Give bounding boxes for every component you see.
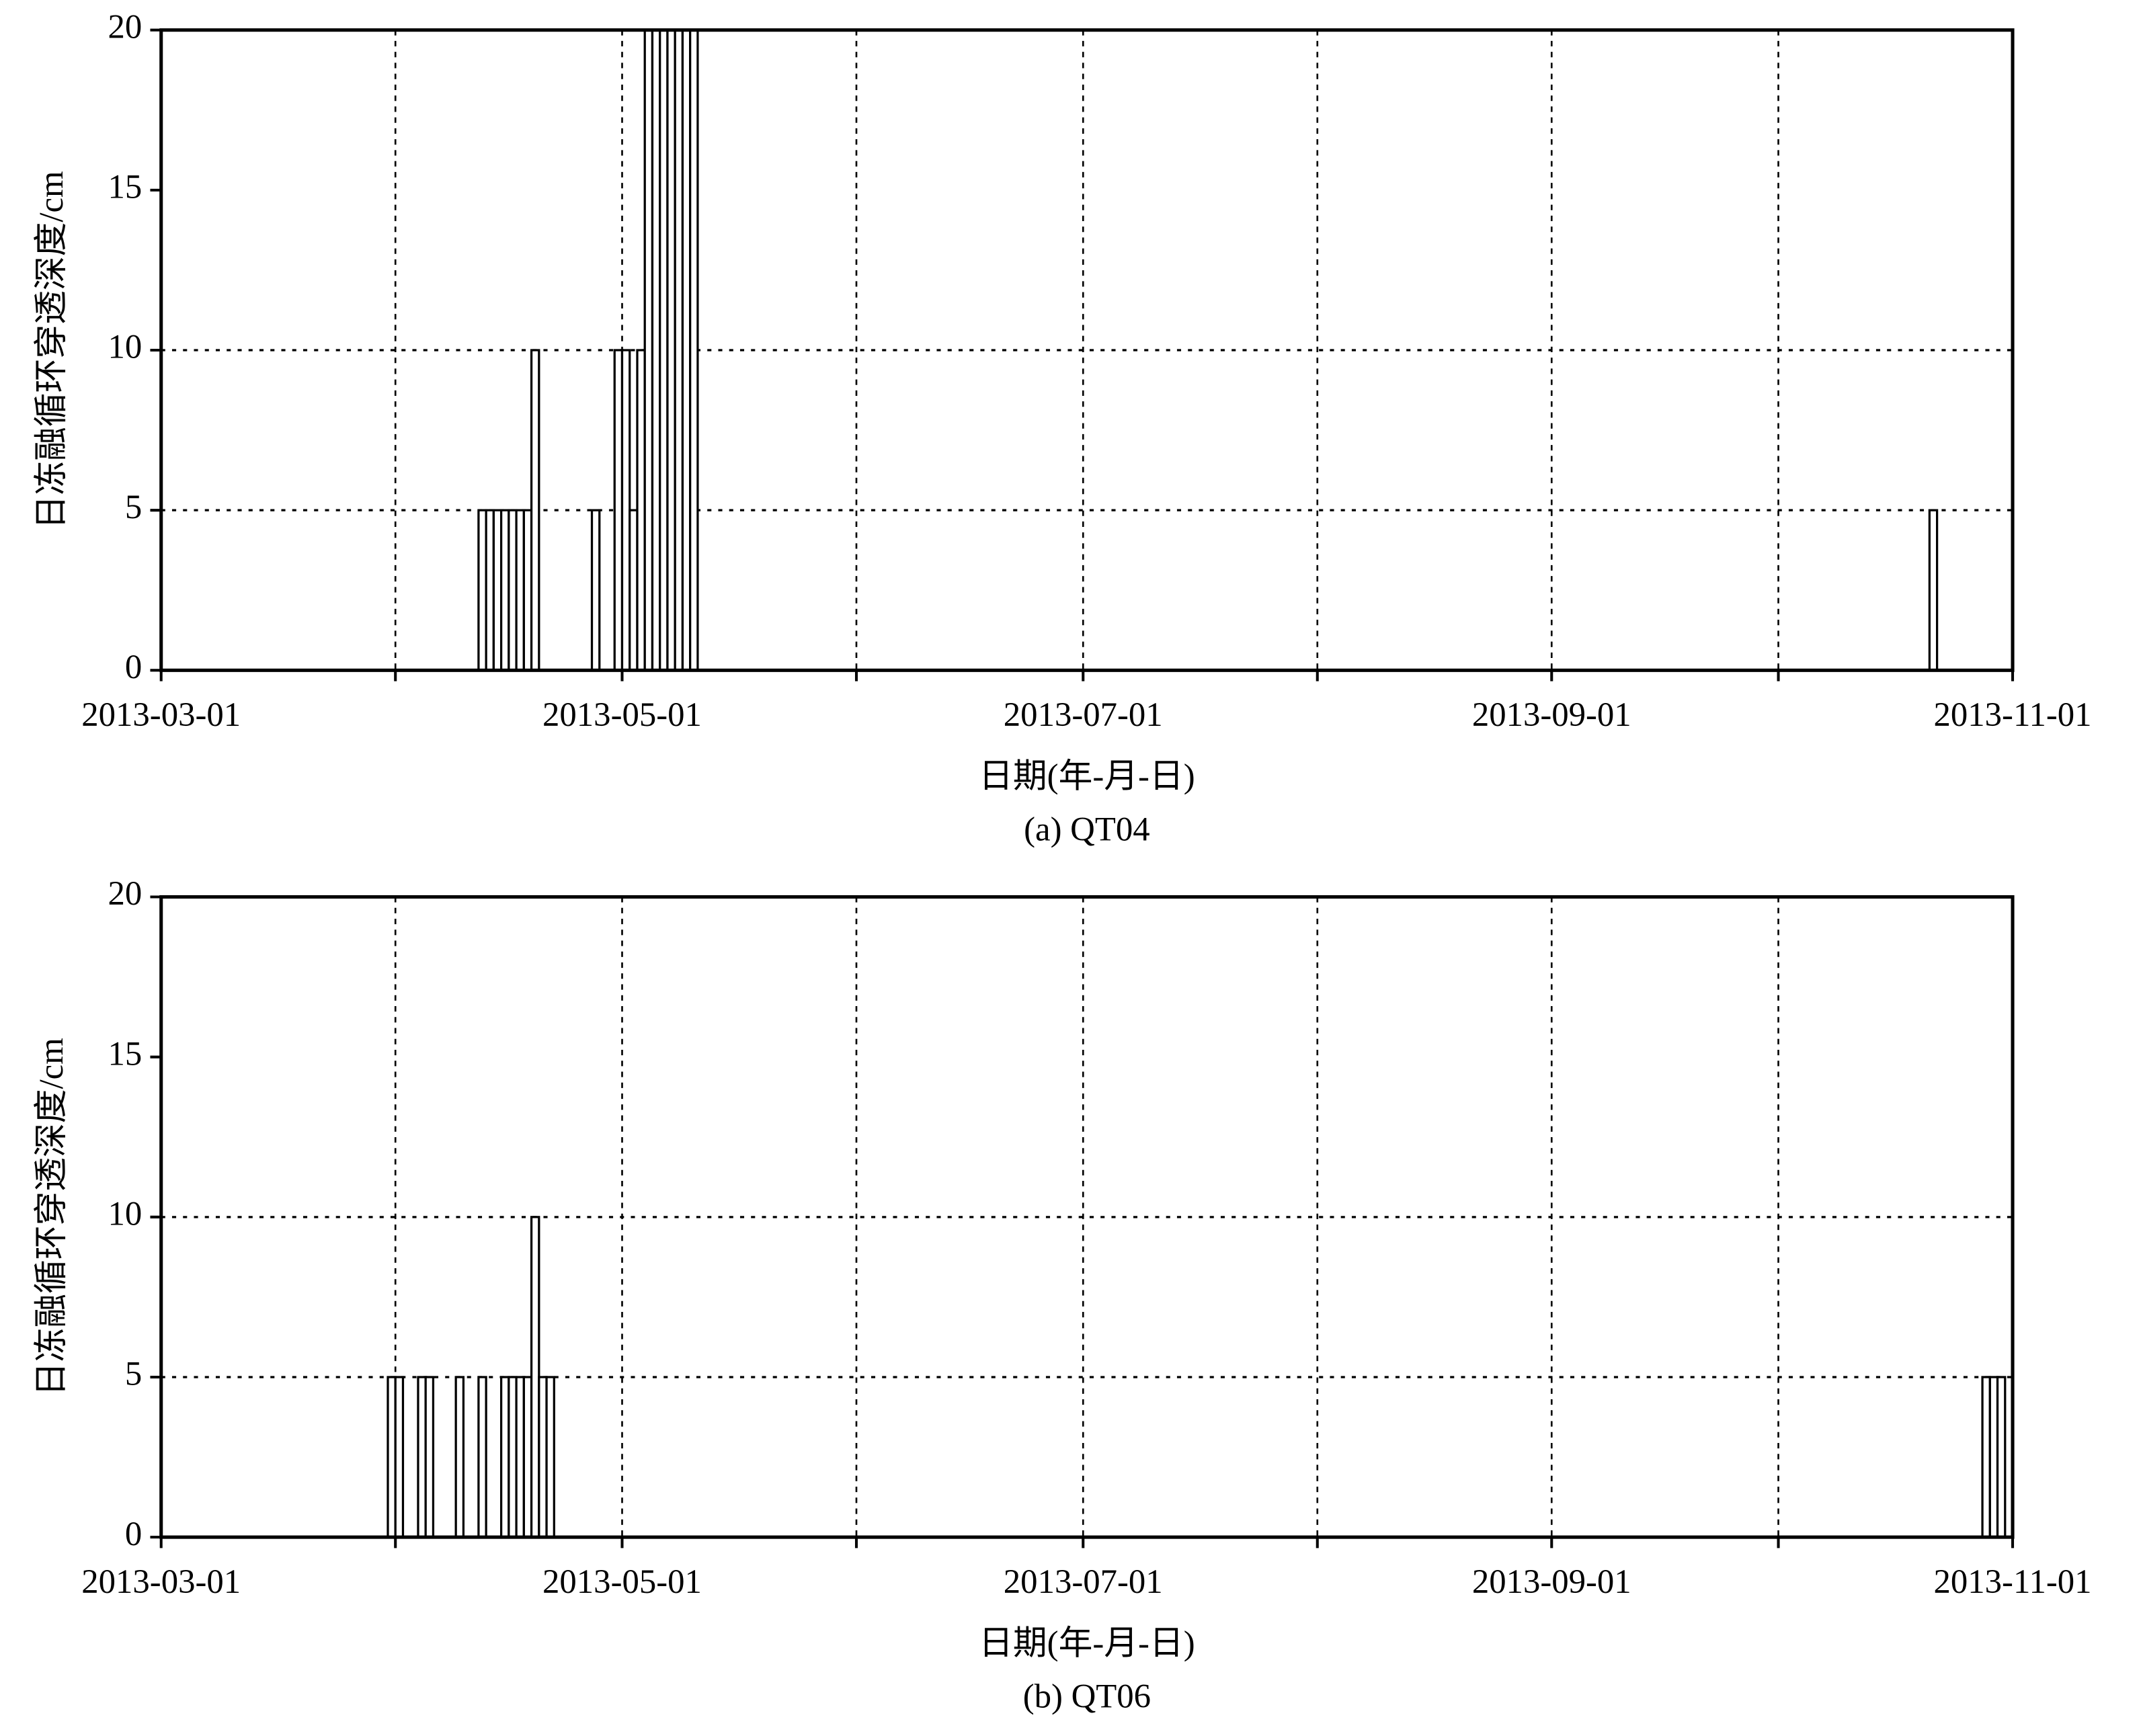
bar (424, 1376, 435, 1538)
bar (629, 509, 639, 671)
bar (666, 29, 676, 671)
y-tick-label: 0 (125, 648, 142, 686)
bar (643, 29, 654, 671)
y-tick-label: 5 (125, 1355, 142, 1393)
bar (620, 349, 631, 671)
bar (522, 1376, 533, 1538)
x-tick-label: 2013-11-01 (1934, 696, 2092, 733)
y-tick-label: 20 (108, 874, 143, 912)
x-tick-label: 2013-03-01 (81, 1563, 241, 1600)
bar (636, 349, 646, 671)
y-tick-label: 20 (108, 7, 143, 45)
x-tick-label: 2013-09-01 (1472, 1563, 1631, 1600)
bar (674, 29, 684, 671)
y-tick-label: 5 (125, 488, 142, 526)
bar (477, 509, 487, 671)
bar (499, 509, 510, 671)
bar (499, 1376, 510, 1538)
bar (515, 509, 525, 671)
y-tick-label: 0 (125, 1515, 142, 1553)
bar (417, 1376, 427, 1538)
bar (659, 29, 669, 671)
bar (538, 1376, 548, 1538)
bar (681, 29, 692, 671)
bar (1981, 1376, 1991, 1538)
bar (530, 1216, 540, 1538)
bar (1928, 509, 1939, 671)
bar (530, 349, 540, 671)
x-tick-label: 2013-09-01 (1472, 696, 1631, 733)
x-tick-label: 2013-07-01 (1004, 1563, 1163, 1600)
bar (1988, 1376, 1999, 1538)
y-axis-title: 日冻融循环穿透深度/cm (32, 1038, 70, 1396)
bar (522, 509, 533, 671)
caption: (a) QT04 (1024, 811, 1149, 848)
x-tick-label: 2013-05-01 (542, 696, 702, 733)
bar (590, 509, 601, 671)
y-axis-title: 日冻融循环穿透深度/cm (32, 171, 70, 529)
bar (387, 1376, 397, 1538)
x-tick-label: 2013-05-01 (542, 1563, 702, 1600)
y-tick-label: 10 (108, 1194, 143, 1232)
bar (485, 509, 495, 671)
plot-frame (159, 28, 2015, 672)
x-axis-title: 日期(年-月-日) (979, 1624, 1195, 1661)
x-tick-label: 2013-07-01 (1004, 696, 1163, 733)
bar (545, 1376, 555, 1538)
plot-frame (159, 895, 2015, 1539)
x-axis-title: 日期(年-月-日) (979, 757, 1195, 794)
bar (508, 509, 518, 671)
bar (613, 349, 624, 671)
y-tick-label: 15 (108, 1034, 143, 1072)
bar (508, 1376, 518, 1538)
bar (394, 1376, 405, 1538)
bar (651, 29, 661, 671)
bar (689, 29, 699, 671)
x-tick-label: 2013-03-01 (81, 696, 241, 733)
y-tick-label: 15 (108, 168, 143, 206)
bar (454, 1376, 465, 1538)
bar (1996, 1376, 2007, 1538)
bar (515, 1376, 525, 1538)
bar (477, 1376, 487, 1538)
y-tick-label: 10 (108, 328, 143, 366)
bar (492, 509, 503, 671)
caption: (b) QT06 (1023, 1678, 1151, 1715)
x-tick-label: 2013-11-01 (1934, 1563, 2092, 1600)
